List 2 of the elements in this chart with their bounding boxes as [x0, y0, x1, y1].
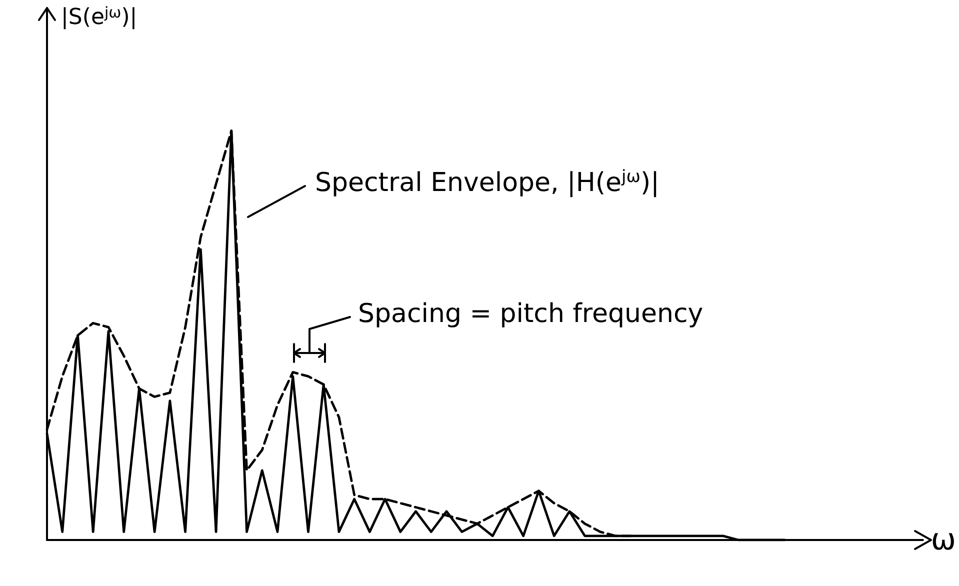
annotation: Spacing = pitch frequency	[358, 299, 704, 329]
x-axis-title: ω	[930, 522, 956, 558]
